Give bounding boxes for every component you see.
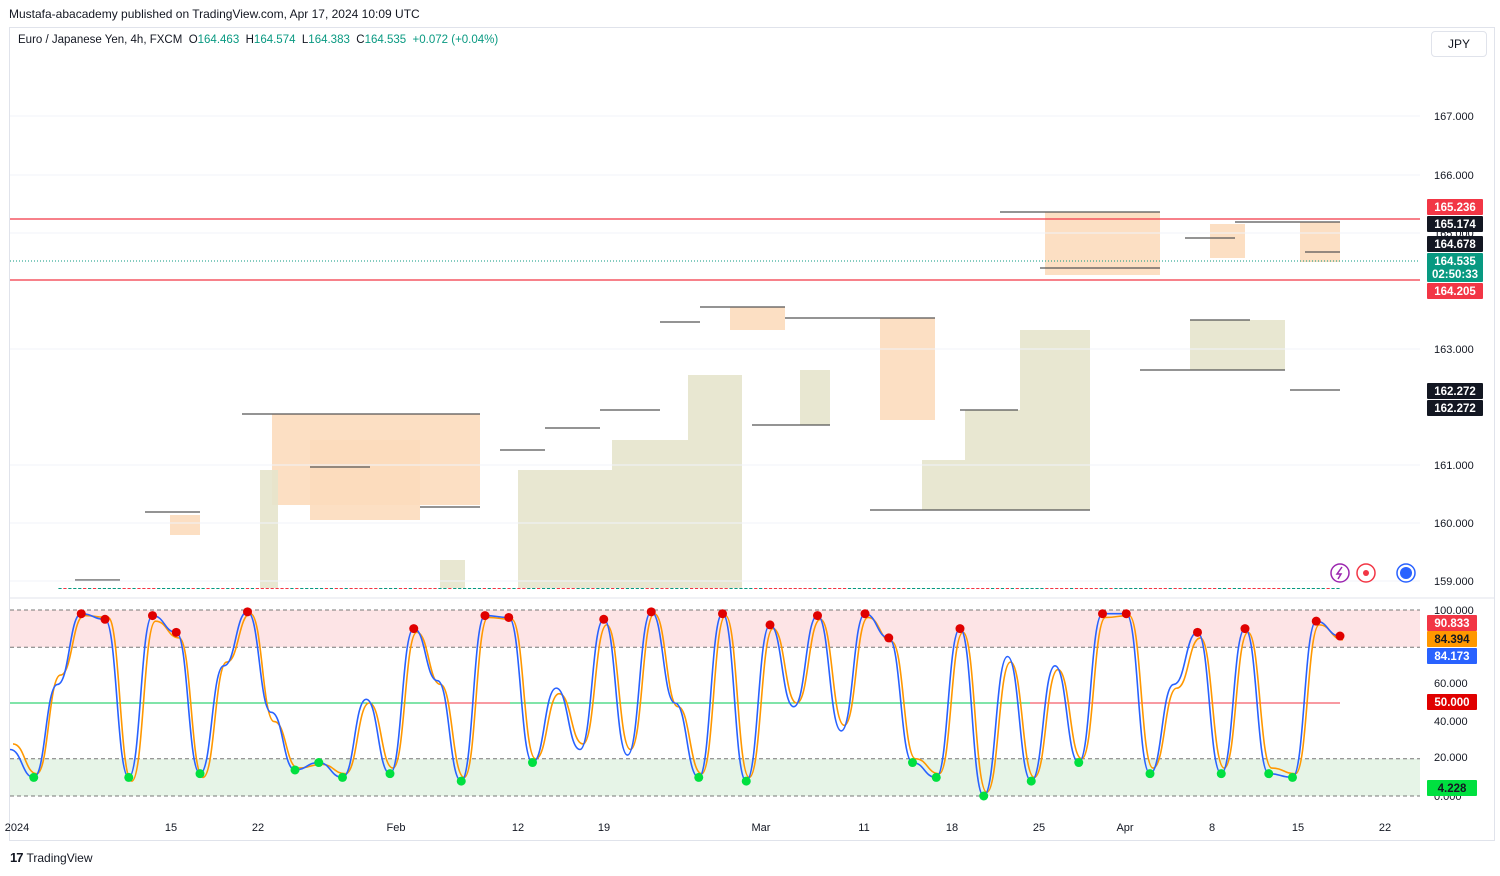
currency-button[interactable]: JPY (1431, 31, 1487, 57)
close-value: 164.535 (364, 34, 407, 46)
chart-frame (9, 27, 1495, 841)
symbol-legend: Euro / Japanese Yen, 4h, FXCM O164.463 H… (18, 34, 498, 46)
footer-brand: TradingView (26, 850, 93, 865)
change-value: +0.072 (+0.04%) (412, 34, 499, 46)
high-value: 164.574 (253, 34, 296, 46)
low-value: 164.383 (308, 34, 350, 46)
high-label: H (245, 34, 254, 46)
tradingview-logo-icon: 17 (10, 850, 24, 865)
footer: 17 TradingView (10, 850, 93, 865)
close-label: C (356, 34, 365, 46)
open-label: O (188, 34, 198, 46)
open-value: 164.463 (197, 34, 240, 46)
symbol-name: Euro / Japanese Yen, 4h, FXCM (18, 34, 183, 46)
low-label: L (301, 34, 309, 46)
publisher-line: Mustafa-abacademy published on TradingVi… (9, 7, 420, 21)
